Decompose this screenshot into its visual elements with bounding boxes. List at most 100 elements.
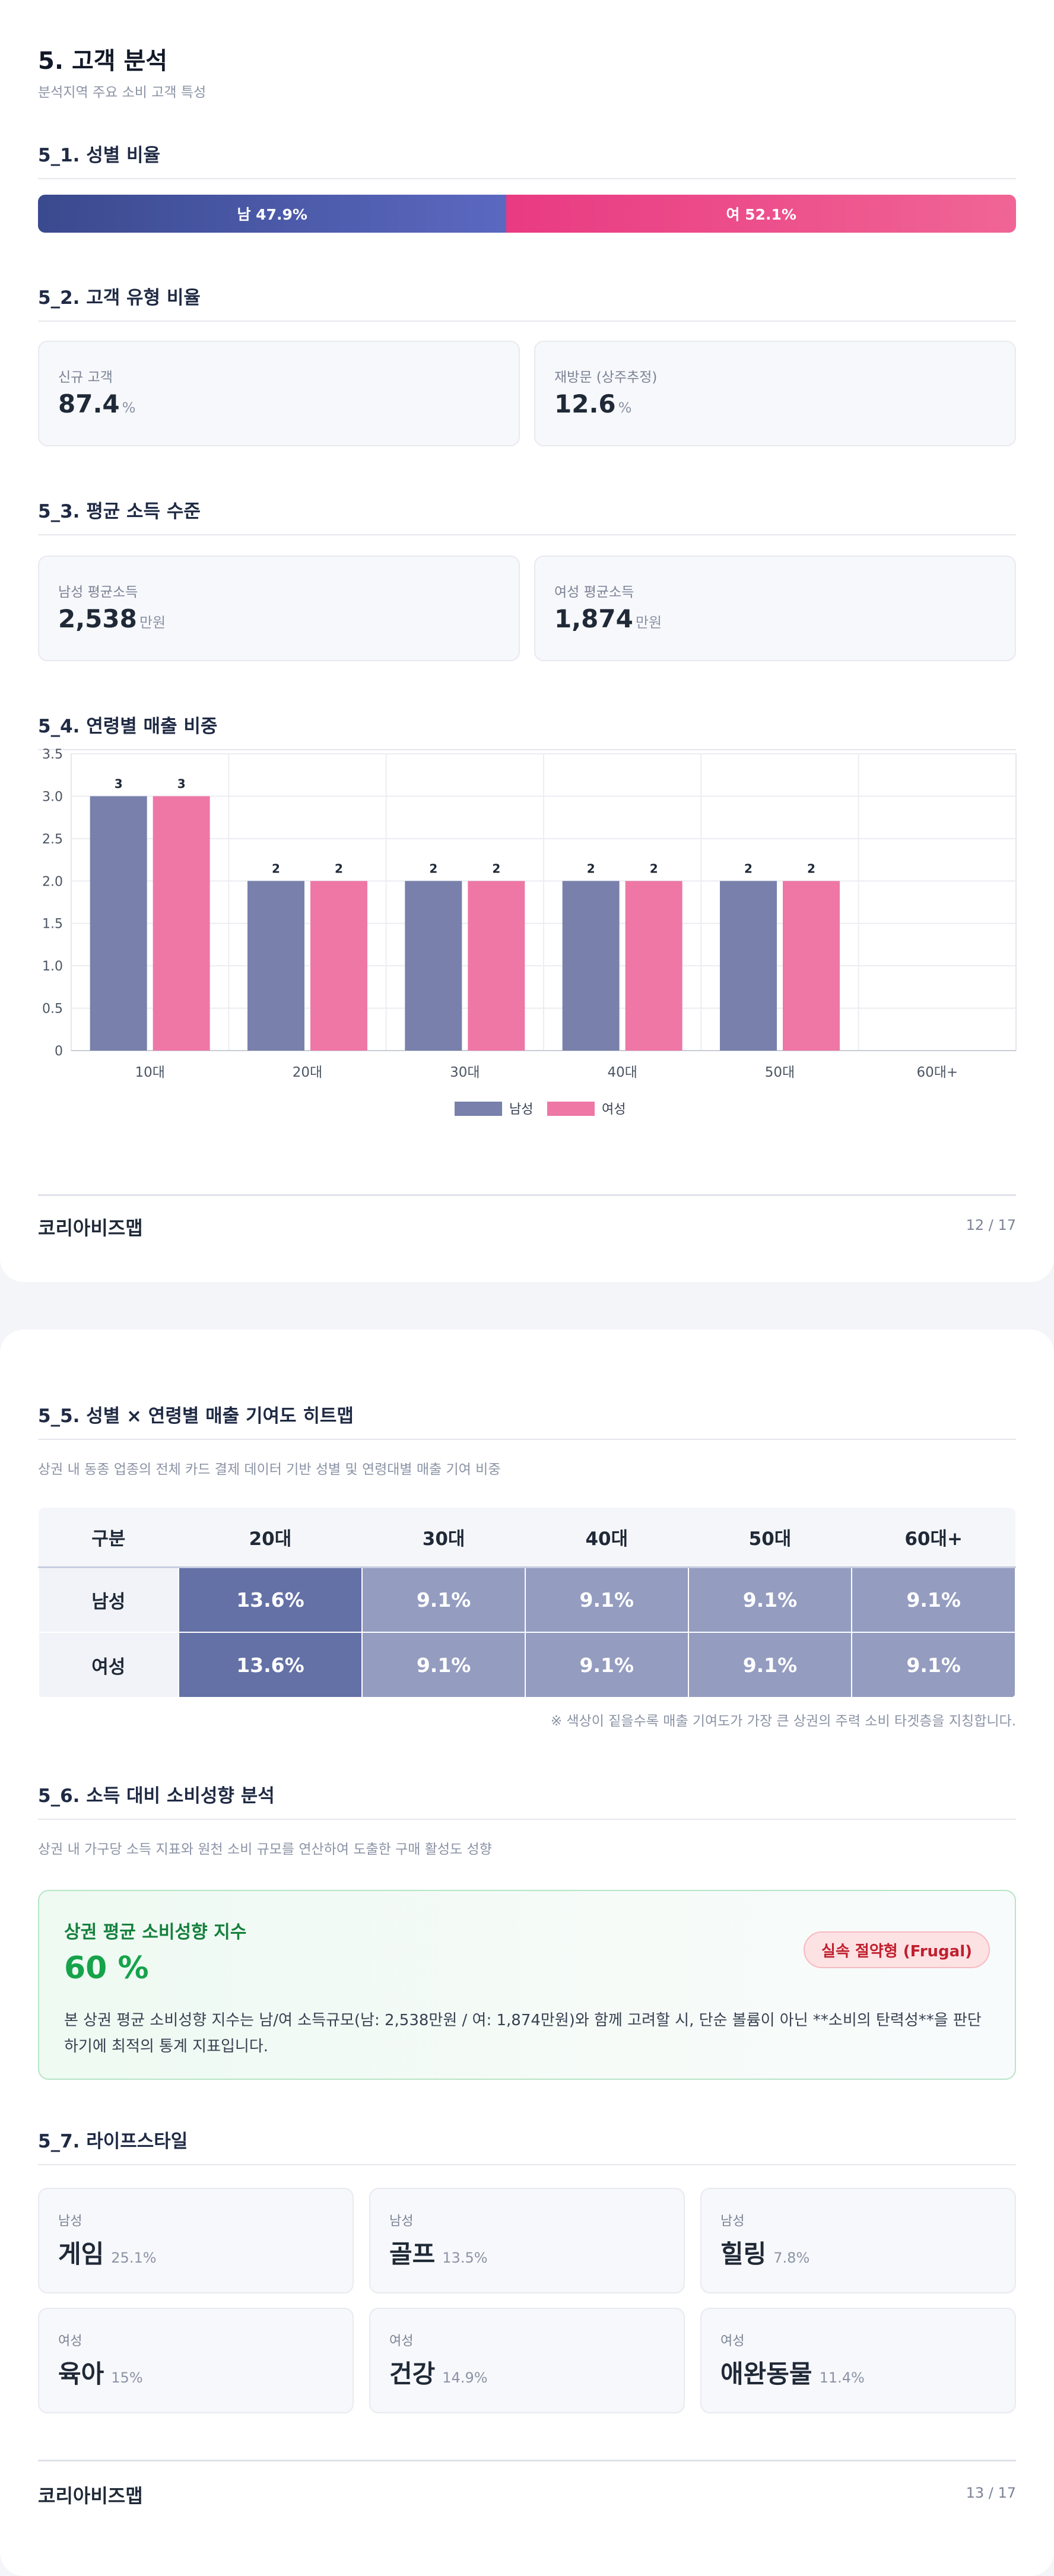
x-tick-label: 40대 (607, 1065, 637, 1080)
footer-brand: 코리아비즈맵 (38, 1217, 143, 1239)
y-tick-label: 2.5 (42, 832, 63, 847)
bar-female (468, 881, 525, 1051)
section-divider (38, 1819, 1016, 1820)
card-label: 남성 평균소득 (58, 585, 138, 600)
bar-data-label: 2 (335, 861, 343, 875)
lifestyle-gender: 남성 (720, 2214, 745, 2229)
section-divider (38, 749, 1016, 750)
section-divider (38, 321, 1016, 322)
lifestyle-gender: 남성 (389, 2214, 414, 2229)
customer-type-card-return: 재방문 (상주추정) 12.6% (534, 341, 1016, 446)
bar-data-label: 2 (429, 861, 437, 875)
bar-data-label: 2 (587, 861, 595, 875)
bar-data-label: 2 (807, 861, 815, 875)
lifestyle-gender: 여성 (58, 2334, 82, 2349)
lifestyle-card: 여성 육아 15% (38, 2308, 354, 2413)
heatmap-header: 50대 (688, 1508, 852, 1568)
page-subtitle: 분석지역 주요 소비 고객 특성 (38, 85, 207, 100)
x-tick-label: 30대 (450, 1065, 480, 1080)
lifestyle-name: 힐링 (720, 2239, 767, 2269)
section-heading-customer-type: 5_2. 고객 유형 비율 (38, 287, 201, 309)
lifestyle-pct: 11.4% (819, 2369, 865, 2386)
spending-index-box: 상권 평균 소비성향 지수 60 % 실속 절약형 (Frugal) 본 상권 … (38, 1890, 1016, 2080)
section-divider (38, 1439, 1016, 1440)
x-tick-label: 60대+ (916, 1065, 958, 1080)
bar-female (153, 796, 210, 1051)
footer-divider (38, 2460, 1016, 2461)
spending-index-title: 상권 평균 소비성향 지수 (64, 1922, 247, 1943)
bar-data-label: 2 (492, 861, 500, 875)
bar-female (310, 881, 367, 1051)
footer-page-number: 13 / 17 (966, 2485, 1016, 2501)
heatmap-cell: 9.1% (361, 1566, 526, 1633)
age-sales-bar-chart: 0 0.5 1.0 1.5 2.0 2.5 3.0 3.5 3 3 10대 2 2 20대 2 2 30대 2 2 4… (42, 748, 1017, 1116)
y-tick-label: 0 (55, 1044, 63, 1059)
legend-label: 남성 (509, 1102, 533, 1116)
section-subtitle: 상권 내 가구당 소득 지표와 원천 소비 규모를 연산하여 도출한 구매 활성… (38, 1842, 492, 1857)
lifestyle-name: 육아 (58, 2359, 104, 2388)
section-divider (38, 2164, 1016, 2165)
lifestyle-gender: 여성 (720, 2334, 745, 2349)
lifestyle-pct: 14.9% (442, 2369, 488, 2386)
heatmap-cell: 9.1% (851, 1566, 1016, 1633)
section-subtitle: 상권 내 동종 업종의 전체 카드 결제 데이터 기반 성별 및 연령대별 매출… (38, 1462, 501, 1477)
heatmap-header: 20대 (178, 1508, 363, 1568)
spending-type-badge: 실속 절약형 (Frugal) (804, 1931, 990, 1968)
heatmap-cell: 9.1% (851, 1632, 1016, 1698)
card-value: 12.6 (554, 389, 616, 418)
section-heading-gender: 5_1. 성별 비율 (38, 145, 161, 166)
lifestyle-gender: 남성 (58, 2214, 82, 2229)
bar-data-label: 2 (744, 861, 753, 875)
lifestyle-name: 게임 (58, 2239, 104, 2269)
bar-data-label: 3 (177, 776, 186, 791)
lifestyle-pct: 15% (111, 2369, 143, 2386)
card-value: 87.4 (58, 389, 120, 418)
bar-male (562, 881, 620, 1051)
lifestyle-card: 남성 힐링 7.8% (700, 2188, 1016, 2293)
section-heading-income: 5_3. 평균 소득 수준 (38, 501, 201, 522)
lifestyle-card: 남성 골프 13.5% (369, 2188, 685, 2293)
lifestyle-pct: 25.1% (111, 2250, 157, 2266)
card-unit: % (122, 399, 136, 416)
report-page-13: 5_5. 성별 × 연령별 매출 기여도 히트맵 상권 내 동종 업종의 전체 … (0, 1330, 1054, 2576)
heatmap-row-label: 여성 (38, 1632, 179, 1698)
customer-type-card-new: 신규 고객 87.4% (38, 341, 520, 446)
footer-page-number: 12 / 17 (966, 1217, 1016, 1233)
card-unit: % (618, 399, 632, 416)
lifestyle-name: 애완동물 (720, 2359, 812, 2388)
section-divider (38, 534, 1016, 535)
page-title: 5. 고객 분석 (38, 47, 168, 75)
lifestyle-gender: 여성 (389, 2334, 414, 2349)
heatmap-cell: 9.1% (687, 1566, 853, 1633)
section-heading-heatmap: 5_5. 성별 × 연령별 매출 기여도 히트맵 (38, 1406, 354, 1427)
heatmap-header: 40대 (525, 1508, 688, 1568)
lifestyle-name: 건강 (389, 2359, 436, 2388)
y-tick-label: 0.5 (42, 1002, 63, 1017)
bar-female (625, 881, 682, 1051)
bar-male (720, 881, 777, 1051)
section-heading-spending: 5_6. 소득 대비 소비성향 분석 (38, 1785, 275, 1807)
heatmap-cell: 9.1% (524, 1632, 689, 1698)
bar-female (783, 881, 840, 1051)
y-tick-label: 1.0 (42, 959, 63, 974)
x-tick-label: 10대 (135, 1065, 164, 1080)
bar-data-label: 3 (115, 776, 123, 791)
x-tick-label: 20대 (293, 1065, 322, 1080)
gender-ratio-bar: 남 47.9% 여 52.1% (38, 195, 1016, 233)
heatmap-header: 구분 (39, 1508, 179, 1568)
heatmap-note: ※ 색상이 짙을수록 매출 기여도가 가장 큰 상권의 주력 소비 타겟층을 지… (550, 1714, 1016, 1729)
y-tick-label: 1.5 (42, 917, 63, 932)
heatmap-row-male: 남성 13.6% 9.1% 9.1% 9.1% 9.1% (38, 1566, 1016, 1633)
gender-age-heatmap: 구분 20대 30대 40대 50대 60대+ 남성 13.6% 9.1% 9.… (38, 1508, 1016, 1698)
y-tick-label: 2.0 (42, 874, 63, 889)
lifestyle-card: 남성 게임 25.1% (38, 2188, 354, 2293)
card-label: 재방문 (상주추정) (554, 370, 658, 385)
y-tick-label: 3.5 (42, 748, 63, 762)
section-heading-lifestyle: 5_7. 라이프스타일 (38, 2131, 188, 2152)
heatmap-header: 30대 (362, 1508, 525, 1568)
x-tick-label: 50대 (765, 1065, 795, 1080)
legend-label: 여성 (602, 1102, 626, 1116)
bar-data-label: 2 (650, 861, 658, 875)
heatmap-row-label: 남성 (38, 1566, 179, 1633)
footer-divider (38, 1194, 1016, 1196)
